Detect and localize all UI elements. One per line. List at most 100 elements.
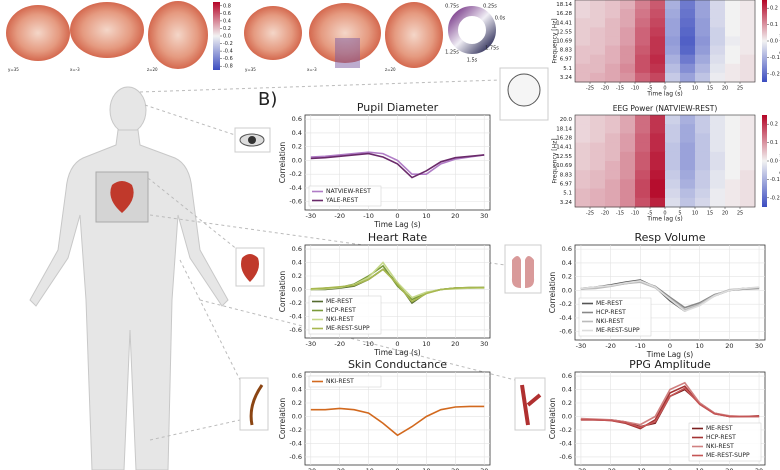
y-tick-label: 8.83 <box>560 172 573 178</box>
heat-cell <box>605 18 621 28</box>
x-tick-label: 0 <box>668 342 672 350</box>
heat-cell <box>635 142 651 153</box>
y-tick-label: 18.14 <box>556 2 572 8</box>
heat-cell <box>620 124 636 134</box>
heat-cell <box>710 72 726 83</box>
heat-cell <box>695 188 711 199</box>
y-tick-label: -0.4 <box>289 312 302 320</box>
x-tick-label: 20 <box>725 467 733 470</box>
heat-cell <box>590 36 606 47</box>
x-tick-label: 20 <box>451 340 459 348</box>
heat-cell <box>695 9 711 19</box>
series-line <box>310 152 485 179</box>
heat-cell <box>620 36 636 47</box>
heat-cell <box>695 124 711 134</box>
x-tick-label: 30 <box>480 467 488 470</box>
heat-cell <box>710 45 726 56</box>
colorbar-tick-label: -0.1 <box>770 55 780 61</box>
y-tick-label: -0.4 <box>289 184 302 192</box>
heat-cell <box>620 63 636 74</box>
heat-cell <box>650 0 666 10</box>
y-tick-label: 0.4 <box>292 129 302 137</box>
heat-cell <box>680 133 696 144</box>
legend-label: HCP-REST <box>596 309 626 316</box>
y-tick-label: 0.0 <box>292 156 302 164</box>
y-tick-label: 0.4 <box>292 259 302 267</box>
y-tick-label: -0.4 <box>559 314 572 322</box>
heat-cell <box>575 0 591 10</box>
heat-cell <box>725 18 741 28</box>
heat-cell <box>650 188 666 199</box>
x-tick-label: 10 <box>422 212 430 220</box>
heat-cell <box>740 0 756 10</box>
legend-box <box>688 422 762 462</box>
heat-cell <box>650 124 666 134</box>
colorbar-tick-label: -0.8 <box>223 64 233 70</box>
series-line <box>580 387 760 429</box>
x-tick-label: 10 <box>692 211 698 217</box>
heat-cell <box>740 72 756 83</box>
heat-cell <box>665 197 681 208</box>
x-tick-label: -10 <box>363 340 374 348</box>
chart-title: Resp Volume <box>634 231 705 244</box>
heat-cell <box>635 151 651 162</box>
heat-cell <box>695 36 711 47</box>
chart-title: Skin Conductance <box>348 358 447 371</box>
heat-cell <box>680 18 696 28</box>
heat-cell <box>695 151 711 162</box>
heat-cell <box>575 197 591 208</box>
x-tick-label: -15 <box>616 211 624 217</box>
y-tick-label: 12.55 <box>556 154 572 160</box>
series-line <box>310 405 485 437</box>
heat-cell <box>695 170 711 180</box>
heat-cell <box>590 63 606 74</box>
x-tick-label: 20 <box>451 212 459 220</box>
brain-slice <box>6 5 70 61</box>
heat-cell <box>665 63 681 74</box>
heat-cell <box>605 45 621 56</box>
heat-cell <box>650 142 666 153</box>
heat-cell <box>575 115 591 125</box>
heat-cell <box>590 54 606 65</box>
heat-cell <box>650 133 666 144</box>
heat-cell <box>680 142 696 153</box>
heat-cell <box>590 161 606 171</box>
heat-cell <box>695 54 711 65</box>
y-axis-label: Correlation <box>548 272 557 314</box>
heat-cell <box>680 161 696 171</box>
x-tick-label: -5 <box>648 211 653 217</box>
y-tick-label: 0.6 <box>292 245 302 253</box>
heat-cell <box>650 72 666 83</box>
heat-cell <box>620 9 636 19</box>
heat-cell <box>635 170 651 180</box>
heat-cell <box>620 133 636 144</box>
legend-label: HCP-REST <box>326 307 356 314</box>
heat-cell <box>605 170 621 180</box>
heat-cell <box>575 151 591 162</box>
colorbar-tick-label: 0.4 <box>223 18 231 24</box>
heat-cell <box>710 170 726 180</box>
heat-cell <box>635 72 651 83</box>
x-tick-label: 20 <box>451 467 459 470</box>
line-chart: -0.6 -0.4 -0.2 0.0 0.2 0.4 0.6 -30 -20 -10 0 10 20 30… <box>278 358 491 470</box>
brain-colorbar <box>213 2 220 70</box>
slice-label: x=-3 <box>307 67 317 72</box>
heat-cell <box>620 142 636 153</box>
heat-cell <box>650 9 666 19</box>
legend-label: ME-REST-SUPP <box>326 325 370 332</box>
heat-cell <box>590 133 606 144</box>
heat-cell <box>710 179 726 190</box>
x-tick-label: 15 <box>707 86 713 92</box>
y-tick-label: 18.14 <box>556 126 572 132</box>
y-tick-label: 0.0 <box>292 285 302 293</box>
heat-cell <box>665 124 681 134</box>
heat-cell <box>605 9 621 19</box>
x-tick-label: -20 <box>334 340 345 348</box>
heat-cell <box>590 0 606 10</box>
legend-label: ME-REST-SUPP <box>706 452 750 459</box>
y-tick-label: 0.2 <box>292 272 302 280</box>
line-chart: -0.6 -0.4 -0.2 0.0 0.2 0.4 0.6 -30 -20 -10 0 10 20 30… <box>548 231 766 359</box>
y-tick-label: -0.6 <box>289 326 302 334</box>
heat-cell <box>680 124 696 134</box>
x-tick-label: -10 <box>631 211 639 217</box>
